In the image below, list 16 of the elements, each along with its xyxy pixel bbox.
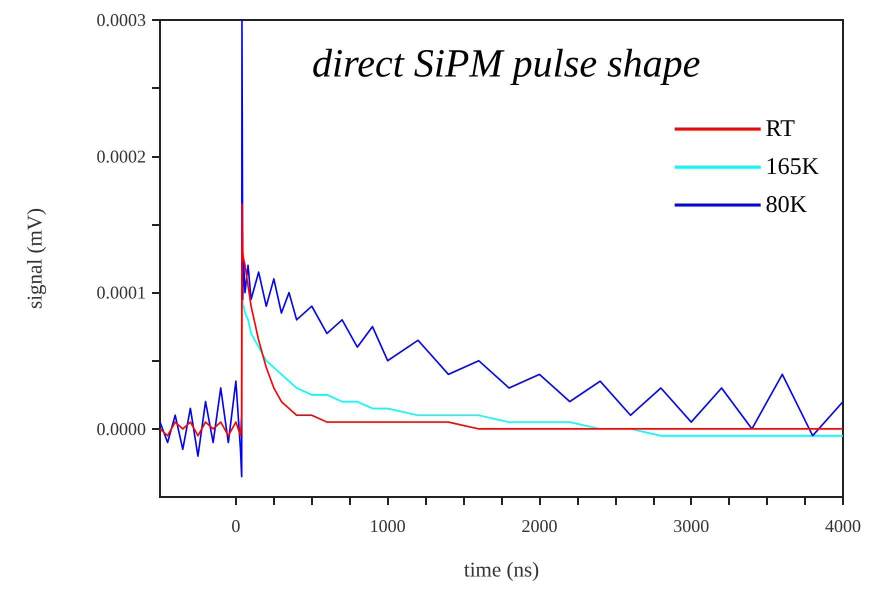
line-series — [159, 19, 844, 478]
y-tick-label: 0.0003 — [96, 10, 146, 30]
x-tick-label: 4000 — [825, 516, 861, 536]
legend-label: 165K — [766, 154, 820, 180]
y-tick-label: 0.0001 — [96, 282, 146, 303]
legend-label: 80K — [766, 192, 808, 218]
y-tick-label: 0.0000 — [96, 418, 146, 439]
y-tick-label: 0.0002 — [96, 146, 146, 166]
x-tick-label: 3000 — [673, 516, 710, 536]
x-tick-label: 0 — [231, 516, 240, 536]
x-axis-title: time (ns) — [464, 558, 540, 582]
x-tick-label: 2000 — [521, 516, 558, 536]
legend-label: RT — [766, 116, 796, 142]
text: direct SiPM pulse shape — [312, 40, 700, 86]
y-axis-title: signal (mV) — [22, 208, 46, 309]
x-tick-label: 1000 — [370, 516, 406, 536]
